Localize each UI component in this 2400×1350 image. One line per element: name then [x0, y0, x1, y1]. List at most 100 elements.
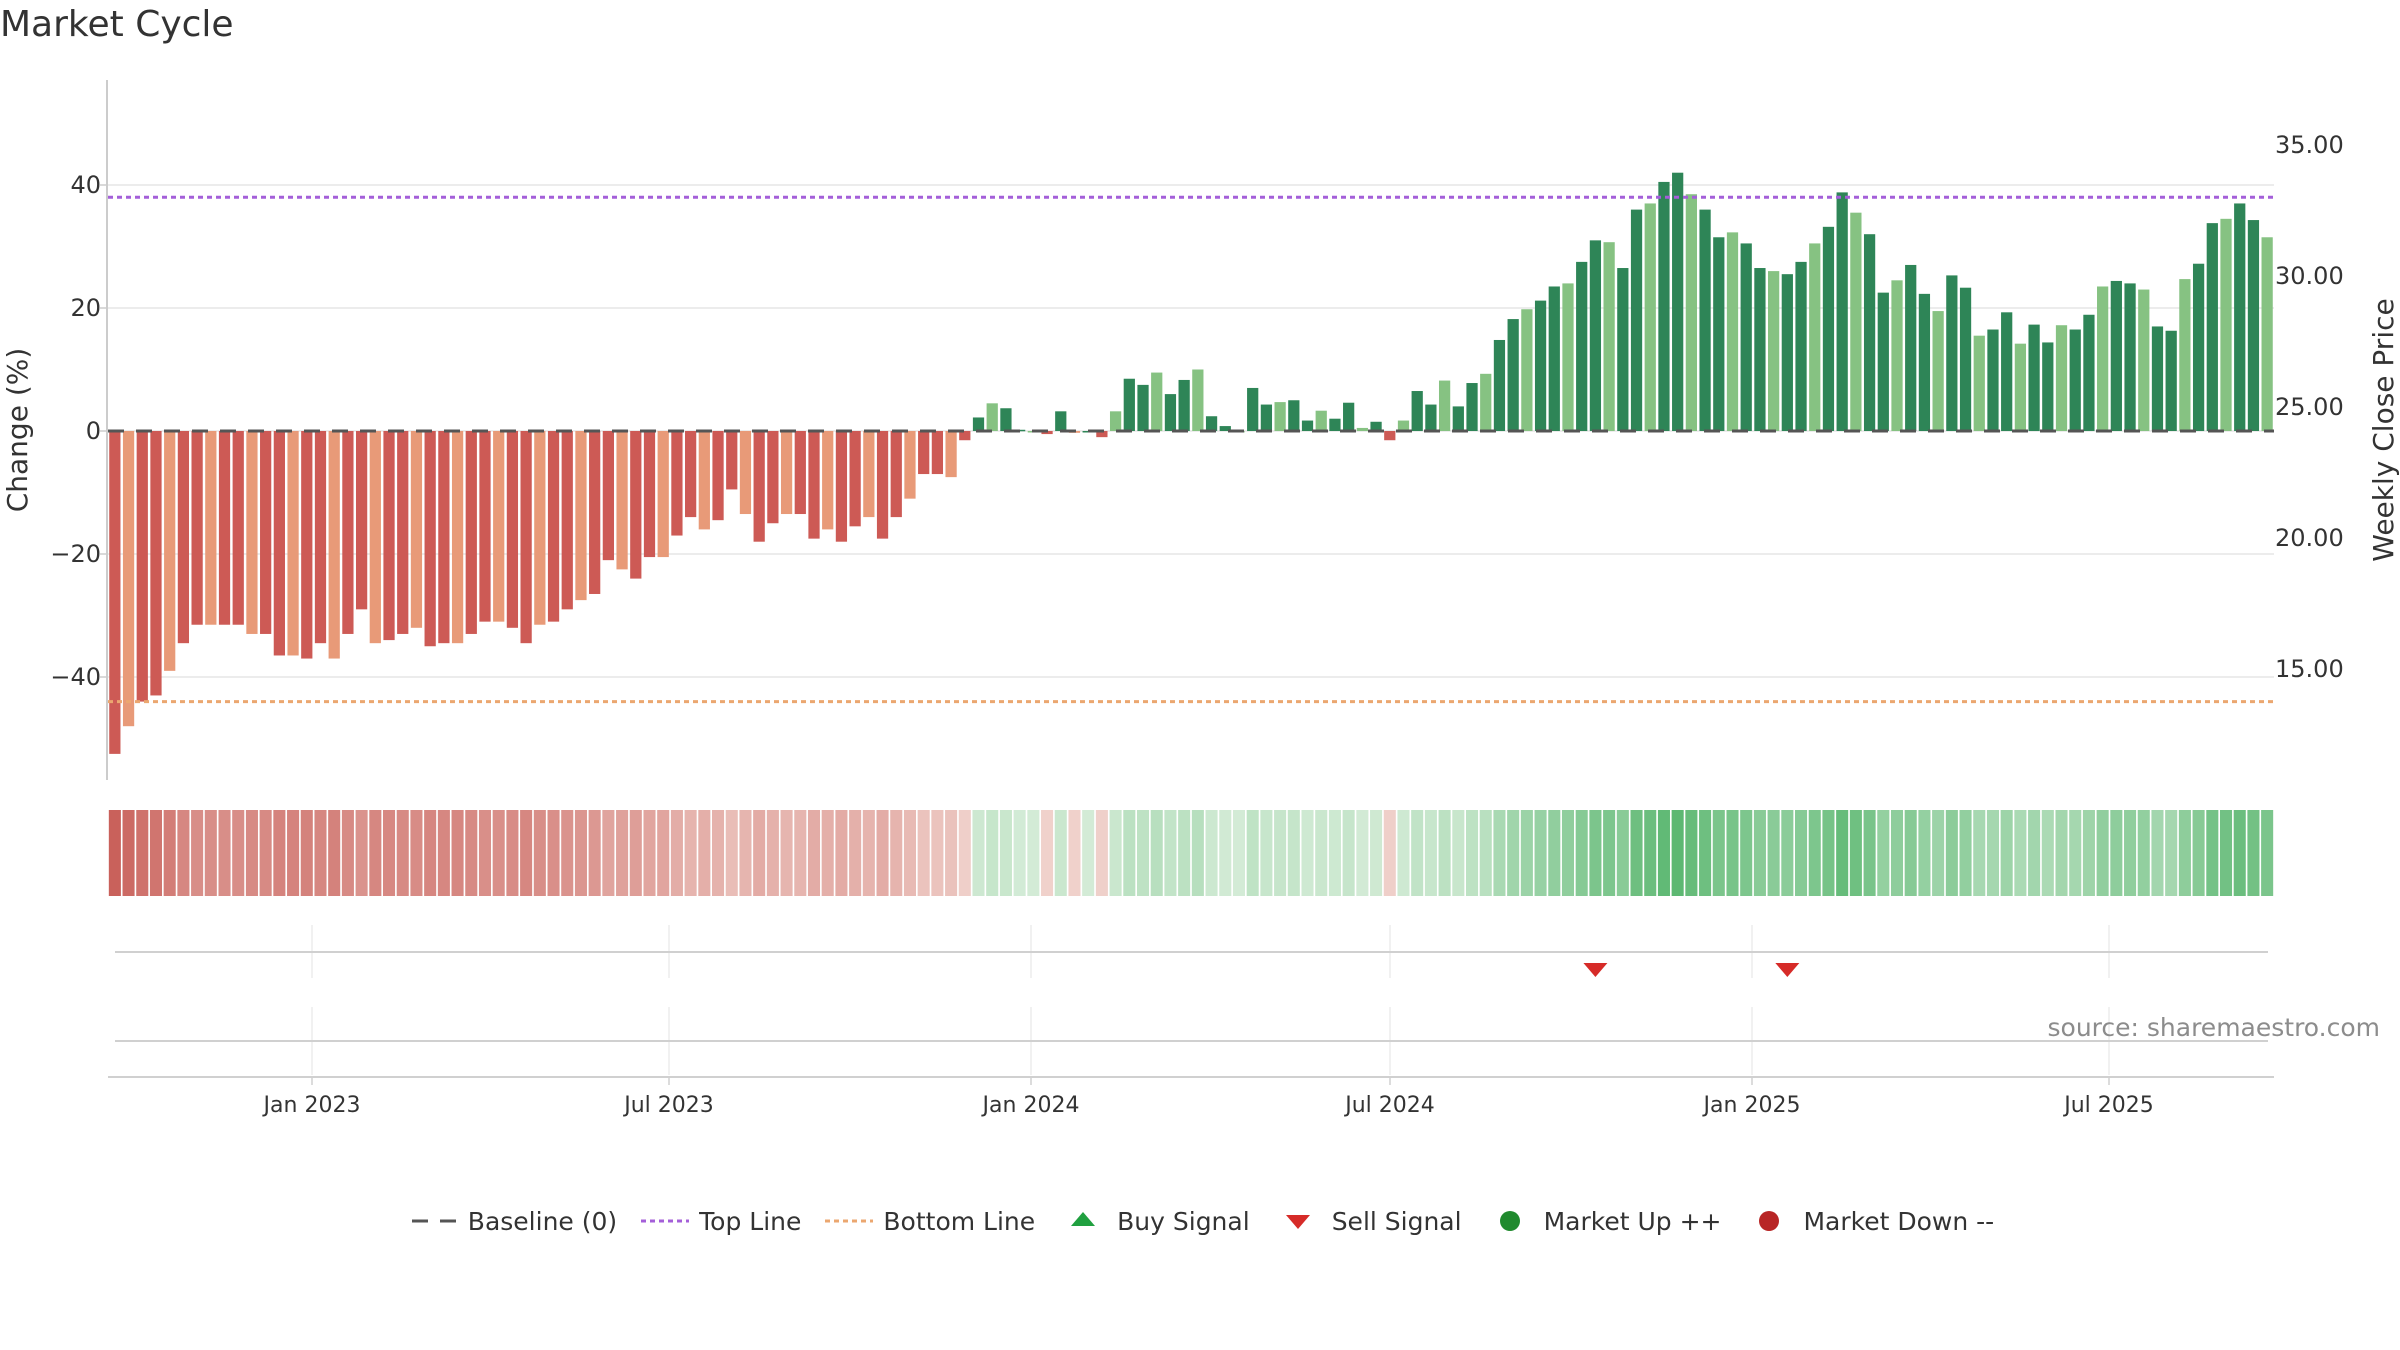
band-cell: [972, 810, 985, 896]
y-right-tick-label: 25.00: [2275, 393, 2344, 421]
change-bar: [273, 431, 285, 656]
change-bar: [547, 431, 560, 622]
change-bar: [2151, 326, 2164, 431]
change-bar: [1329, 418, 1341, 431]
change-bar: [1768, 271, 1780, 431]
band-cell: [1219, 810, 1232, 896]
circle-icon: [1741, 1206, 1797, 1236]
change-bar: [1946, 275, 1958, 431]
band-cell: [917, 810, 930, 896]
band-cell: [821, 810, 834, 896]
band-cell: [396, 810, 409, 896]
change-bar: [1685, 194, 1697, 431]
change-bar: [328, 431, 340, 659]
band-cell: [1808, 810, 1821, 896]
chart-title: Market Cycle: [0, 4, 234, 45]
change-bar: [1534, 300, 1547, 431]
band-cell: [1849, 810, 1862, 896]
band-cell: [1136, 810, 1150, 896]
change-bar: [698, 431, 710, 530]
legend-item-market-down[interactable]: Market Down --: [1741, 1206, 1994, 1236]
legend-label: Buy Signal: [1117, 1206, 1250, 1236]
y-axis-right-label: Weekly Close Price: [2367, 298, 2400, 561]
change-bar: [2261, 237, 2273, 431]
band-cell: [1315, 810, 1328, 896]
dotted-line-icon: [821, 1206, 877, 1236]
band-cell: [1726, 810, 1739, 896]
sell-signal-marker: [1583, 963, 1608, 977]
legend-item-market-up[interactable]: Market Up ++: [1482, 1206, 1722, 1236]
band-cell: [1041, 810, 1054, 896]
change-bar: [1123, 378, 1135, 432]
change-bar: [410, 431, 423, 628]
change-bar: [972, 417, 985, 431]
band-cell: [547, 810, 560, 896]
x-tick-label: Jan 2024: [981, 1093, 1080, 1118]
x-tick-label: Jan 2025: [1702, 1093, 1801, 1118]
change-bar: [918, 431, 930, 475]
band-cell: [1479, 810, 1492, 896]
band-cell: [602, 810, 615, 896]
band-cell: [1082, 810, 1095, 896]
band-cell: [1397, 810, 1410, 896]
band-cell: [1095, 810, 1108, 896]
change-bar: [1480, 373, 1492, 432]
reference-lines: [108, 195, 2274, 704]
band-cell: [684, 810, 697, 896]
change-bar: [2083, 314, 2095, 431]
band-cell: [108, 810, 121, 896]
band-cell: [1932, 810, 1945, 896]
legend-item-bottom-line[interactable]: Bottom Line: [821, 1206, 1035, 1236]
change-bar: [1973, 335, 1985, 432]
change-bar: [218, 431, 231, 625]
change-bar: [849, 431, 861, 527]
change-bar: [1576, 261, 1588, 432]
change-bar: [1288, 400, 1300, 431]
band-cell: [1712, 810, 1725, 896]
change-bar: [534, 431, 546, 625]
change-bar: [1521, 309, 1533, 431]
y-right-tick-label: 15.00: [2275, 655, 2344, 683]
change-bar: [164, 431, 176, 671]
band-cell: [2151, 810, 2164, 896]
legend-label: Top Line: [699, 1206, 802, 1236]
change-bar: [136, 431, 148, 702]
band-cell: [1150, 810, 1163, 896]
change-bar: [1301, 420, 1314, 432]
band-cell: [355, 810, 368, 896]
change-bar: [1274, 402, 1286, 432]
band-cell: [2192, 810, 2205, 896]
band-cell: [1191, 810, 1204, 896]
change-bar: [959, 431, 971, 441]
band-cell: [1301, 810, 1314, 896]
change-bar: [890, 431, 902, 518]
legend-item-top-line[interactable]: Top Line: [637, 1206, 801, 1236]
legend-item-buy-signal[interactable]: Buy Signal: [1055, 1206, 1250, 1236]
band-cell: [1342, 810, 1355, 896]
change-bar: [1644, 203, 1656, 431]
change-bar: [2247, 220, 2260, 431]
y-right-tick-label: 20.00: [2275, 524, 2344, 552]
legend-item-baseline[interactable]: Baseline (0): [406, 1206, 617, 1236]
change-bar: [1507, 319, 1519, 431]
band-cell: [1699, 810, 1712, 896]
legend-label: Market Up ++: [1543, 1206, 1722, 1236]
change-bar: [739, 431, 752, 515]
band-cell: [629, 810, 642, 896]
change-bar: [1699, 209, 1711, 431]
axes-layer: [106, 80, 2274, 1085]
band-cell: [1068, 810, 1081, 896]
y-right-tick-label: 30.00: [2275, 262, 2344, 290]
change-bar: [2097, 286, 2109, 432]
change-bar: [1987, 329, 1999, 431]
change-bar: [1041, 431, 1053, 435]
change-bar: [1493, 339, 1506, 431]
legend-item-sell-signal[interactable]: Sell Signal: [1270, 1206, 1462, 1236]
change-bar: [1740, 243, 1752, 431]
change-bar: [479, 431, 491, 622]
legend-label: Sell Signal: [1331, 1206, 1462, 1236]
band-cell: [1671, 810, 1684, 896]
band-cell: [136, 810, 149, 896]
change-bar: [246, 431, 258, 634]
band-cell: [931, 810, 944, 896]
